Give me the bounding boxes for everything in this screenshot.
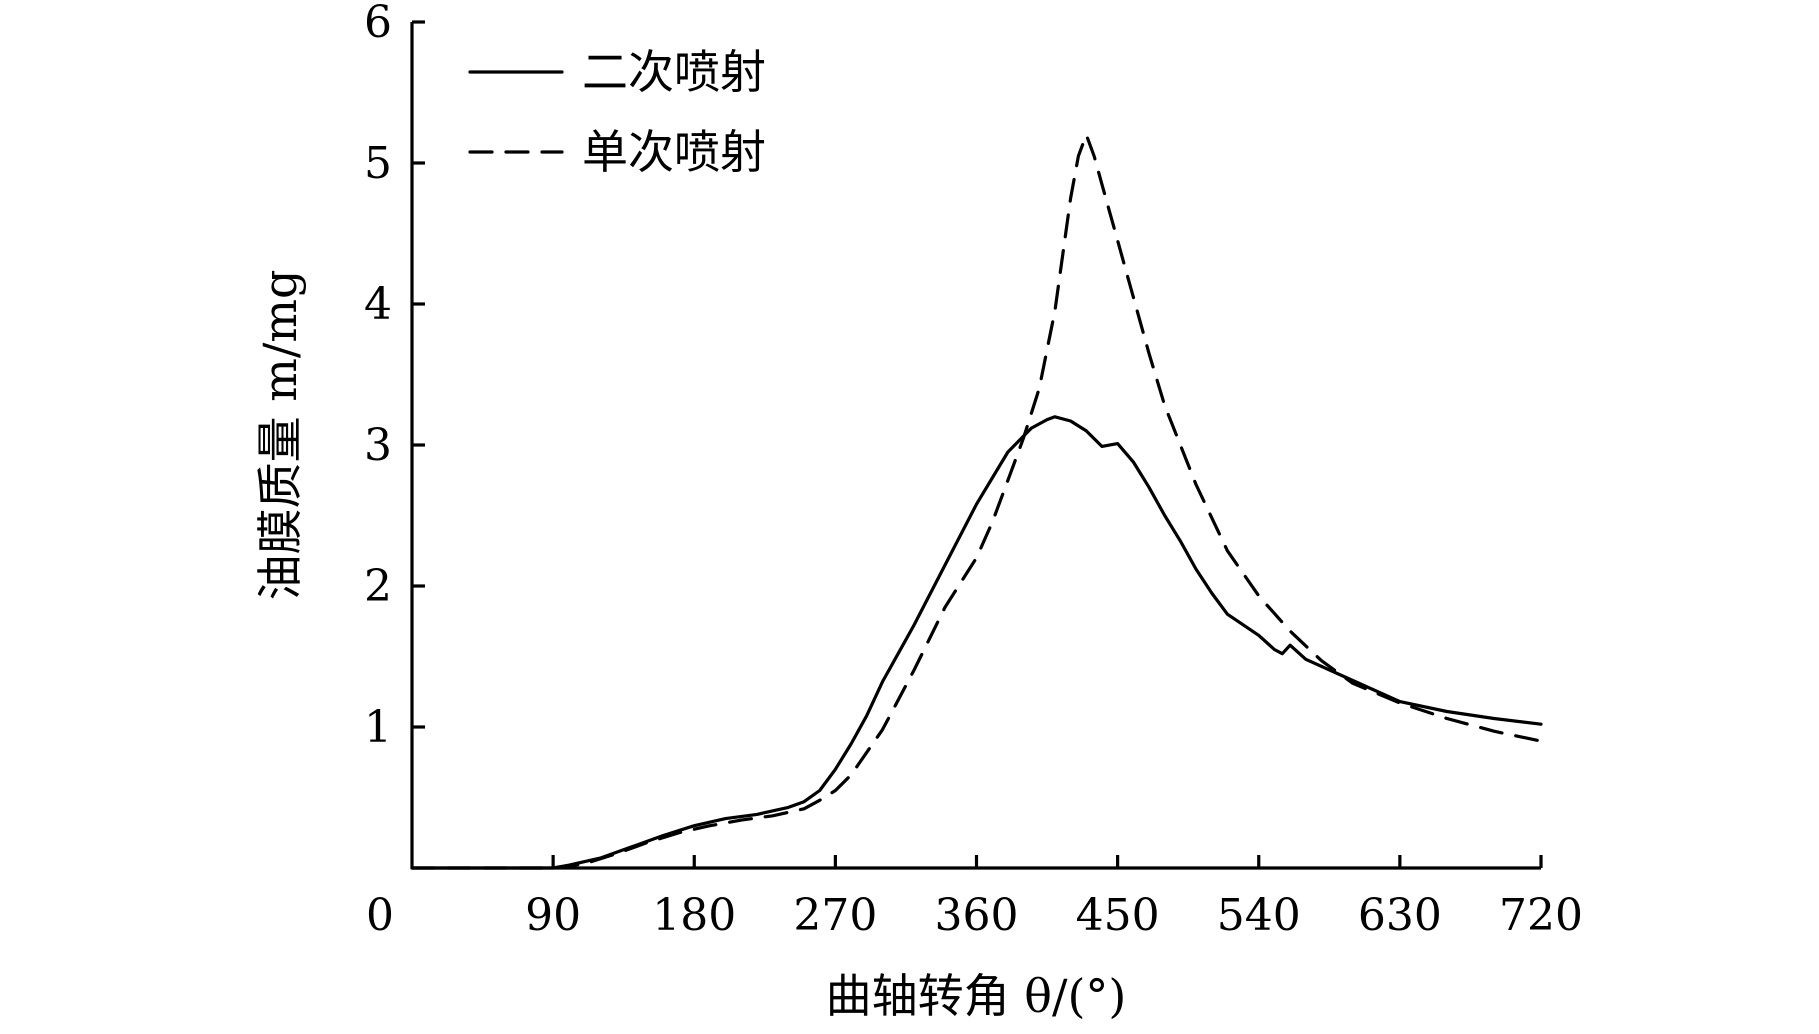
plot-area: 0 90 180 270 360 450 540 630 720 1 2 3 4 5 6 bbox=[364, 0, 1583, 941]
legend-label-series-1: 二次喷射 bbox=[582, 45, 766, 99]
x-tick-label: 360 bbox=[935, 890, 1019, 941]
x-tick-label: 540 bbox=[1217, 890, 1301, 941]
x-ticks: 0 90 180 270 360 450 540 630 720 bbox=[366, 855, 1583, 941]
series-line-double-injection bbox=[410, 415, 1543, 870]
x-tick-label: 180 bbox=[652, 890, 736, 941]
y-tick-label: 2 bbox=[364, 561, 392, 612]
y-ticks: 1 2 3 4 5 6 bbox=[364, 0, 425, 753]
x-tick-label: 90 bbox=[525, 890, 581, 941]
y-tick-label: 1 bbox=[364, 702, 392, 753]
y-axis-title: 油膜质量 m/mg bbox=[253, 270, 307, 601]
x-axis-title: 曲轴转角 θ/(°) bbox=[826, 969, 1127, 1023]
legend-label-series-2: 单次喷射 bbox=[582, 125, 766, 179]
series-line-single-injection bbox=[410, 133, 1543, 870]
x-tick-label: 720 bbox=[1499, 890, 1583, 941]
series-layer bbox=[410, 133, 1543, 870]
y-tick-label: 4 bbox=[364, 279, 392, 330]
x-tick-label: 0 bbox=[366, 890, 394, 941]
x-tick-label: 630 bbox=[1358, 890, 1442, 941]
x-tick-label: 450 bbox=[1076, 890, 1160, 941]
y-tick-label: 6 bbox=[364, 0, 392, 48]
y-tick-label: 5 bbox=[364, 138, 392, 189]
y-tick-label: 3 bbox=[364, 420, 392, 471]
x-tick-label: 270 bbox=[793, 890, 877, 941]
legend: 二次喷射 单次喷射 bbox=[468, 45, 766, 179]
